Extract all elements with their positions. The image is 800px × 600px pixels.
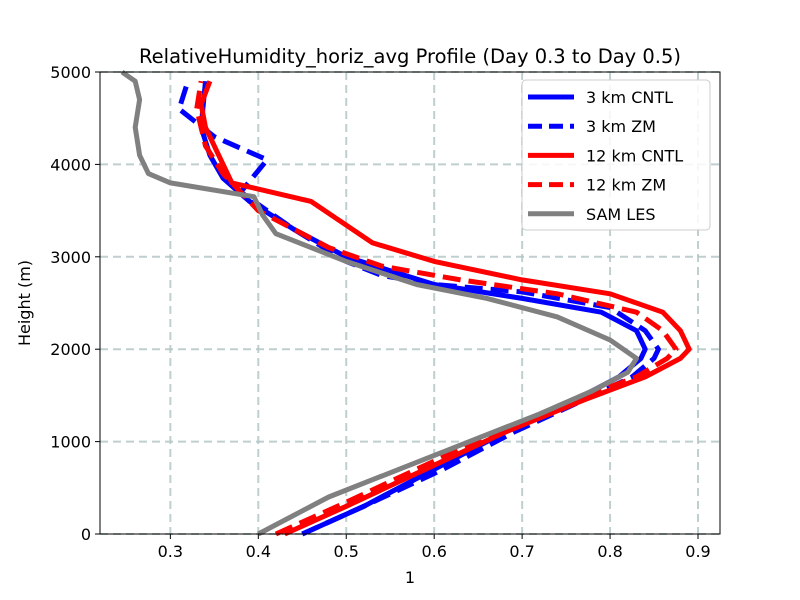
legend-label: 3 km ZM	[586, 117, 656, 136]
chart-title: RelativeHumidity_horiz_avg Profile (Day …	[139, 45, 681, 68]
y-tick-label: 0	[81, 525, 91, 544]
plot-lines	[120, 69, 692, 537]
y-axis-label: Height (m)	[15, 260, 34, 346]
y-tick-label: 3000	[50, 248, 91, 267]
legend-label: SAM LES	[586, 205, 655, 224]
plot-frame	[99, 71, 721, 535]
x-tick-label: 0.3	[158, 542, 183, 561]
x-tick-label: 0.7	[509, 542, 534, 561]
x-tick-label: 0.4	[246, 542, 271, 561]
legend-label: 12 km CNTL	[586, 146, 683, 165]
series-line-12-km-cntl	[198, 80, 692, 537]
legend-label: 12 km ZM	[586, 176, 666, 195]
legend: 3 km CNTL 3 km ZM 12 km CNTL 12 km ZM SAM LE…	[521, 79, 711, 231]
legend-label: 3 km CNTL	[586, 88, 673, 107]
series-line-3-km-zm	[176, 80, 661, 537]
x-axis-label: 1	[405, 568, 415, 587]
x-tick-label: 0.6	[421, 542, 446, 561]
y-axis: 0 1000 2000 3000 4000 5000	[50, 63, 100, 544]
y-tick-label: 1000	[50, 433, 91, 452]
y-tick-label: 4000	[50, 155, 91, 174]
y-tick-label: 2000	[50, 340, 91, 359]
x-tick-label: 0.9	[685, 542, 710, 561]
y-tick-label: 5000	[50, 63, 91, 82]
series-line-sam-les	[120, 69, 639, 537]
x-axis: 0.3 0.4 0.5 0.6 0.7 0.8 0.9	[158, 534, 711, 561]
x-tick-label: 0.5	[334, 542, 359, 561]
x-tick-label: 0.8	[597, 542, 622, 561]
legend-box	[521, 79, 711, 231]
